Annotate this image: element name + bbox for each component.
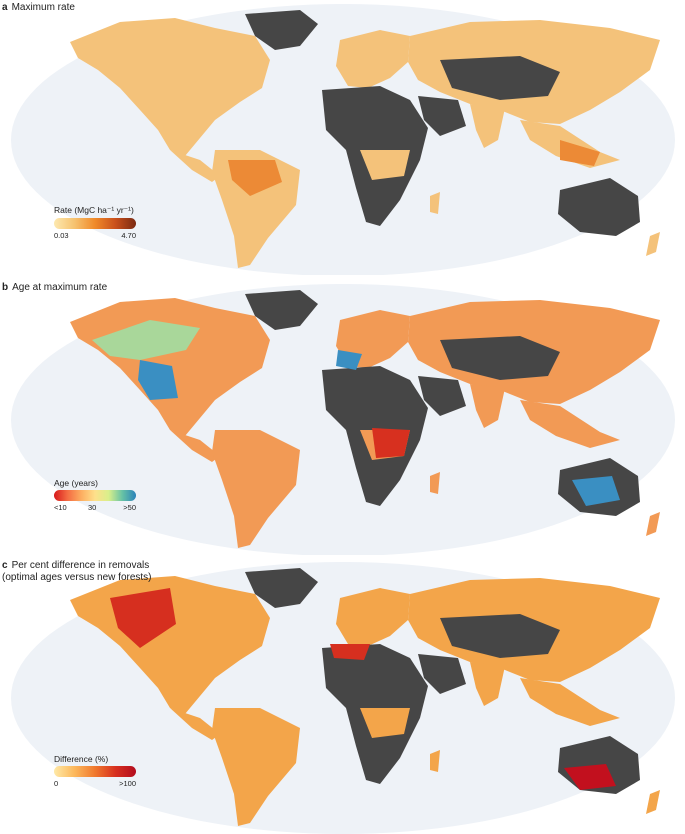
panel-a: a Maximum rate Rate (MgC ha⁻¹ yr⁻¹) 0.03 … <box>0 0 685 275</box>
map-region-iberia <box>336 350 362 370</box>
panel-a-title-text: Maximum rate <box>11 2 75 13</box>
legend-a-min: 0.03 <box>54 231 69 240</box>
map-region-congo <box>372 428 410 458</box>
legend-a-max: 4.70 <box>121 231 136 240</box>
legend-c-min: 0 <box>54 779 59 788</box>
legend-b-title: Age (years) <box>54 478 98 488</box>
map-hotspot-amazon <box>228 160 282 196</box>
map-region-maghreb <box>330 644 370 660</box>
world-map-per-cent-difference <box>11 562 675 834</box>
legend-c-title: Difference (%) <box>54 754 109 764</box>
legend-b: Age (years) <10 30 >50 <box>54 478 136 513</box>
legend-c-colorbar <box>54 766 136 777</box>
world-map-age-at-maximum-rate <box>11 284 675 555</box>
panel-b-title: b Age at maximum rate <box>2 282 107 294</box>
map-region-australia <box>572 476 620 506</box>
panel-c-letter: c <box>2 560 8 571</box>
panel-b-title-text: Age at maximum rate <box>12 282 108 293</box>
legend-b-max: >50 <box>123 503 136 512</box>
legend-a-title: Rate (MgC ha⁻¹ yr⁻¹) <box>54 205 134 215</box>
panel-b: b Age at maximum rate Age (years) <10 30 … <box>0 280 685 555</box>
legend-c: Difference (%) 0 >100 <box>54 754 136 789</box>
legend-b-colorbar <box>54 490 136 501</box>
panel-a-letter: a <box>2 2 8 13</box>
legend-a: Rate (MgC ha⁻¹ yr⁻¹) 0.03 4.70 <box>54 205 136 241</box>
world-landmass <box>11 284 675 555</box>
panel-c-title-text: Per cent difference in removals (optimal… <box>2 560 152 583</box>
legend-b-mid: 30 <box>88 503 97 512</box>
legend-a-colorbar <box>54 218 136 229</box>
legend-c-max: >100 <box>119 779 136 788</box>
world-map-maximum-rate <box>11 4 675 275</box>
legend-b-min: <10 <box>54 503 67 512</box>
panel-a-title: a Maximum rate <box>2 2 75 14</box>
world-landmass <box>11 562 675 834</box>
panel-b-letter: b <box>2 282 9 293</box>
map-region-nw-america <box>110 588 176 648</box>
panel-c-title: c Per cent difference in removals (optima… <box>2 560 162 584</box>
map-region-west-usa <box>138 360 178 400</box>
map-hotspot-indonesia <box>560 140 600 166</box>
map-region-boreal-na <box>92 320 200 360</box>
panel-c: c Per cent difference in removals (optima… <box>0 558 685 834</box>
map-region-se-australia <box>564 764 616 790</box>
